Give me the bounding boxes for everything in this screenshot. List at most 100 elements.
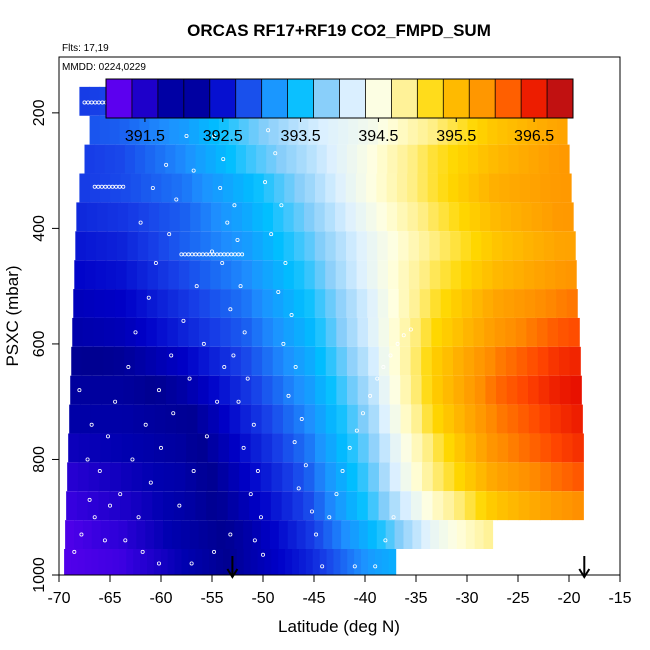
heatmap-cell xyxy=(409,289,421,318)
heatmap-cell xyxy=(400,433,413,463)
heatmap-cell xyxy=(220,317,232,347)
heatmap-cell xyxy=(319,549,328,575)
sample-point xyxy=(153,261,158,266)
sample-point xyxy=(138,220,143,225)
heatmap-cell xyxy=(171,173,183,203)
heatmap-cell xyxy=(231,231,243,261)
heatmap-cell xyxy=(385,520,396,549)
heatmap-cell xyxy=(564,231,576,261)
heatmap-cell xyxy=(464,404,476,434)
heatmap-cell xyxy=(338,115,349,145)
heatmap-cell xyxy=(76,491,89,521)
heatmap-cell xyxy=(177,317,190,347)
heatmap-cell xyxy=(411,433,423,463)
heatmap-cell xyxy=(278,549,286,575)
heatmap-cell xyxy=(461,260,473,290)
sample-point xyxy=(395,341,400,346)
sample-point xyxy=(218,185,223,190)
heatmap-cell xyxy=(489,173,500,203)
heatmap-cell xyxy=(432,404,444,434)
heatmap-cell xyxy=(356,260,368,290)
heatmap-cell xyxy=(256,144,267,174)
heatmap-cell xyxy=(368,115,379,145)
heatmap-cell xyxy=(292,549,300,575)
heatmap-cell xyxy=(569,346,581,376)
sample-point xyxy=(133,330,138,335)
sample-point xyxy=(293,365,298,370)
x-tick-label: -40 xyxy=(353,590,376,607)
heatmap-cell xyxy=(99,173,111,203)
heatmap-cell xyxy=(400,404,412,434)
heatmap-cell xyxy=(529,491,541,521)
heatmap-cell xyxy=(376,202,388,232)
heatmap-cell xyxy=(505,317,517,347)
heatmap-cell xyxy=(249,462,262,492)
heatmap-cell xyxy=(357,462,369,492)
heatmap-cell xyxy=(110,462,122,492)
heatmap-cell xyxy=(304,202,315,232)
heatmap-cell xyxy=(530,173,541,203)
heatmap-cell xyxy=(91,375,103,405)
heatmap-cell xyxy=(518,144,530,174)
heatmap-cell xyxy=(528,144,540,174)
heatmap-cell xyxy=(210,202,222,232)
heatmap-cell xyxy=(159,115,170,145)
heatmap-cell xyxy=(550,173,562,203)
x-tick-label: -50 xyxy=(251,590,274,607)
heatmap-cell xyxy=(88,462,101,492)
colorbar-tick-label: 396.5 xyxy=(514,128,554,145)
heatmap-cell xyxy=(112,549,120,575)
sample-point xyxy=(232,203,237,208)
heatmap-cell xyxy=(262,346,274,376)
heatmap-cell xyxy=(75,231,87,261)
arrow-marker-head xyxy=(578,568,591,579)
heatmap-cell xyxy=(465,520,476,549)
heatmap-cell xyxy=(550,404,562,434)
heatmap-cell xyxy=(496,375,508,405)
heatmap-cell xyxy=(296,144,308,174)
data-layer xyxy=(64,86,591,579)
heatmap-cell xyxy=(65,520,75,549)
heatmap-cell xyxy=(387,231,399,261)
heatmap-cell xyxy=(559,375,572,405)
heatmap-cell xyxy=(186,433,198,463)
heatmap-cell xyxy=(452,346,465,376)
heatmap-cell xyxy=(104,144,116,174)
heatmap-cell xyxy=(535,289,547,318)
heatmap-cell xyxy=(165,404,177,434)
heatmap-cell xyxy=(481,231,493,261)
heatmap-cell xyxy=(270,491,283,521)
heatmap-cell xyxy=(243,173,255,203)
heatmap-cell xyxy=(188,289,200,318)
heatmap-cell xyxy=(523,260,535,290)
heatmap-cell xyxy=(388,549,397,575)
sample-point xyxy=(118,492,123,497)
heatmap-cell xyxy=(443,433,456,463)
sample-point xyxy=(242,330,247,335)
heatmap-cell xyxy=(243,549,252,575)
heatmap-cell xyxy=(167,549,176,575)
y-tick-label: 200 xyxy=(31,99,48,126)
sample-point xyxy=(201,341,206,346)
heatmap-cell xyxy=(377,289,389,318)
heatmap-cell xyxy=(368,404,380,434)
heatmap-cell xyxy=(246,144,257,174)
heatmap-cell xyxy=(386,202,398,232)
heatmap-cell xyxy=(400,491,412,521)
heatmap-cell xyxy=(169,202,181,232)
sample-point xyxy=(171,411,176,416)
heatmap-cell xyxy=(505,346,518,376)
sample-point xyxy=(231,353,236,358)
heatmap-cell xyxy=(454,433,466,463)
heatmap-cell xyxy=(217,462,230,492)
heatmap-cell xyxy=(129,115,140,145)
colorbar-swatch xyxy=(443,79,470,118)
heatmap-cell xyxy=(346,260,358,290)
heatmap-cell xyxy=(263,173,275,203)
sample-point xyxy=(238,284,243,289)
heatmap-cell xyxy=(356,289,368,318)
heatmap-cell xyxy=(421,462,434,492)
heatmap-cell xyxy=(190,202,202,232)
heatmap-cell xyxy=(126,549,134,575)
y-tick-label: 1000 xyxy=(31,557,48,593)
